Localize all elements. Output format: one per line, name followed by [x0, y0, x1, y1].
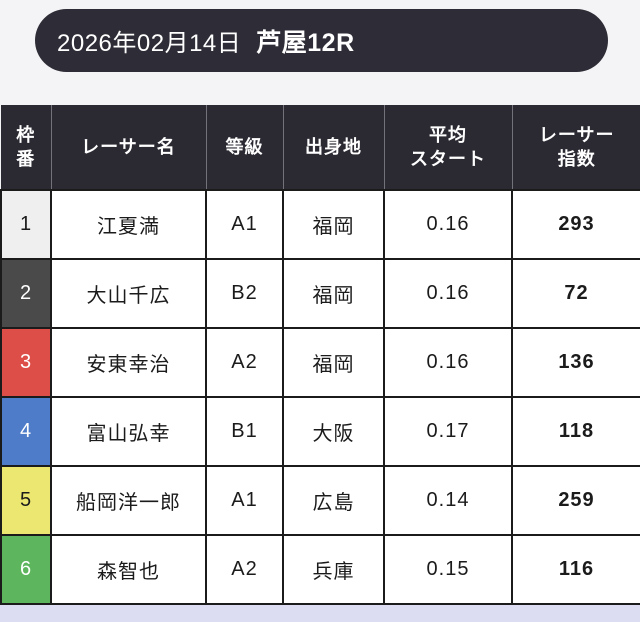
racer-index-cell: 136	[511, 327, 640, 398]
racer-name-cell: 船岡洋一郎	[50, 465, 207, 536]
racer-index-cell: 293	[511, 189, 640, 260]
avg-start-cell: 0.16	[383, 189, 513, 260]
grade-cell: B1	[205, 396, 284, 467]
race-date: 2026年02月14日	[57, 30, 242, 57]
avg-start-cell: 0.17	[383, 396, 513, 467]
origin-cell: 兵庫	[282, 534, 385, 605]
avg-start-cell: 0.16	[383, 327, 513, 398]
frame-number-cell: 5	[0, 465, 52, 536]
origin-cell: 福岡	[282, 258, 385, 329]
origin-cell: 福岡	[282, 189, 385, 260]
col-header-racer-name: レーサー名	[50, 105, 206, 190]
grade-cell: A2	[205, 327, 284, 398]
col-header-frame-number: 枠 番	[1, 105, 51, 190]
table-header-row: 枠 番 レーサー名 等級 出身地 平均 スタート レーサー 指数	[1, 105, 640, 190]
frame-number-cell: 6	[0, 534, 52, 605]
race-title: 芦屋12R	[256, 28, 355, 57]
origin-cell: 福岡	[282, 327, 385, 398]
grade-cell: B2	[205, 258, 284, 329]
racer-index-cell: 72	[511, 258, 640, 329]
race-header-banner: 2026年02月14日 芦屋12R	[35, 9, 608, 72]
racer-name-cell: 江夏満	[50, 189, 207, 260]
frame-number-cell: 1	[0, 189, 52, 260]
frame-number-cell: 2	[0, 258, 52, 329]
table-header: 枠 番 レーサー名 等級 出身地 平均 スタート レーサー 指数	[1, 105, 640, 190]
bottom-background-strip	[0, 605, 640, 622]
racer-index-cell: 259	[511, 465, 640, 536]
col-header-racer-index: レーサー 指数	[511, 105, 640, 190]
avg-start-cell: 0.14	[383, 465, 513, 536]
racer-table: 枠 番 レーサー名 等級 出身地 平均 スタート レーサー 指数 1 江夏満 A…	[0, 105, 640, 605]
frame-number-cell: 4	[0, 396, 52, 467]
frame-number-cell: 3	[0, 327, 52, 398]
origin-cell: 大阪	[282, 396, 385, 467]
col-header-grade: 等級	[205, 105, 283, 190]
racer-name-cell: 安東幸治	[50, 327, 207, 398]
col-header-avg-start: 平均 スタート	[383, 105, 512, 190]
table-row: 6 森智也 A2 兵庫 0.15 116	[0, 534, 640, 605]
col-header-origin: 出身地	[282, 105, 384, 190]
avg-start-cell: 0.16	[383, 258, 513, 329]
table-body: 1 江夏満 A1 福岡 0.16 293 2 大山千広 B2 福岡 0.16 7…	[0, 189, 640, 605]
table-row: 4 富山弘幸 B1 大阪 0.17 118	[0, 396, 640, 467]
table-row: 5 船岡洋一郎 A1 広島 0.14 259	[0, 465, 640, 536]
racer-name-cell: 富山弘幸	[50, 396, 207, 467]
racer-name-cell: 森智也	[50, 534, 207, 605]
origin-cell: 広島	[282, 465, 385, 536]
table-row: 1 江夏満 A1 福岡 0.16 293	[0, 189, 640, 260]
grade-cell: A2	[205, 534, 284, 605]
racer-name-cell: 大山千広	[50, 258, 207, 329]
table-row: 2 大山千広 B2 福岡 0.16 72	[0, 258, 640, 329]
grade-cell: A1	[205, 465, 284, 536]
racer-index-cell: 118	[511, 396, 640, 467]
table-row: 3 安東幸治 A2 福岡 0.16 136	[0, 327, 640, 398]
racer-index-cell: 116	[511, 534, 640, 605]
avg-start-cell: 0.15	[383, 534, 513, 605]
grade-cell: A1	[205, 189, 284, 260]
